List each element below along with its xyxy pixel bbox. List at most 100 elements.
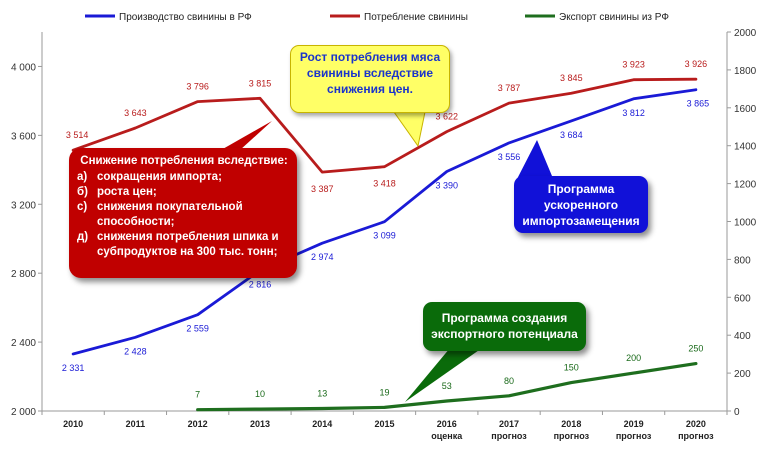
- series-line: [71, 88, 698, 356]
- x-tick-label: 2011: [126, 419, 146, 429]
- x-tick-sublabel: прогноз: [616, 431, 652, 441]
- data-label: 3 787: [498, 83, 521, 93]
- y-right-tick-label: 600: [734, 293, 751, 304]
- data-label: 2 974: [311, 252, 334, 262]
- callout-line: Рост потребления мяса: [299, 50, 441, 64]
- chart-legend: Производство свинины в РФ Потребление сви…: [85, 11, 669, 23]
- list-item: д) снижения потребления шпика и субпродук…: [77, 230, 291, 260]
- y-right-tick-label: 400: [734, 331, 751, 342]
- green-callout-pointer: [405, 348, 482, 402]
- x-tick-label: 2012: [188, 419, 208, 429]
- y-left-tick-label: 4 000: [11, 62, 36, 73]
- y-left-tick-label: 2 400: [11, 338, 36, 349]
- y-right-tick-label: 200: [734, 369, 751, 380]
- x-tick-label: 2010: [63, 419, 83, 429]
- data-label: 19: [379, 387, 389, 397]
- y-left-tick-label: 2 800: [11, 269, 36, 280]
- data-label: 3 622: [436, 112, 459, 122]
- data-label: 80: [504, 376, 514, 386]
- import-substitution-callout: Программа ускоренного импортозамещения: [514, 176, 648, 233]
- legend-label: Производство свинины в РФ: [119, 12, 252, 23]
- list-text: роста цен;: [97, 186, 157, 198]
- data-label: 2 559: [186, 324, 209, 334]
- callout-line: свинины вследствие: [306, 66, 434, 80]
- callout-line: экспортного потенциала: [431, 327, 578, 341]
- series-line: [71, 77, 698, 174]
- x-tick-label: 2017: [499, 419, 519, 429]
- x-tick-label: 2013: [250, 419, 270, 429]
- data-label: 2 331: [62, 363, 85, 373]
- data-label: 3 923: [622, 60, 645, 70]
- list-marker: а): [77, 171, 88, 183]
- data-label: 13: [317, 389, 327, 399]
- blue-callout-pointer: [516, 140, 552, 181]
- y-right-tick-label: 2000: [734, 28, 757, 39]
- data-label: 10: [255, 389, 265, 399]
- y-right-tick-label: 1600: [734, 104, 757, 115]
- data-label: 3 643: [124, 108, 147, 118]
- list-item: с) снижения покупательной способности;: [77, 200, 291, 230]
- data-label: 150: [564, 363, 579, 373]
- y-right-tick-label: 1200: [734, 180, 757, 191]
- data-label: 250: [688, 344, 703, 354]
- x-tick-label: 2020: [686, 419, 706, 429]
- x-tick-label: 2014: [312, 419, 332, 429]
- export-program-callout: Программа создания экспортного потенциал…: [423, 302, 586, 351]
- data-label: 53: [442, 381, 452, 391]
- data-label: 3 865: [687, 99, 710, 109]
- callout-title: Снижение потребления вследствие:: [80, 155, 288, 167]
- data-label: 7: [195, 390, 200, 400]
- chart-axes: 2 000 2 400 2 800 3 200 3 600 4 000 0 200 400 600…: [11, 28, 757, 441]
- series-line: [196, 362, 698, 412]
- callout-reasons-list: а) сокращения импорта; б) роста цен; с) сни…: [77, 170, 291, 260]
- data-labels: 2 331 2 428 2 559 2 816 2 974 3 099 3 390 3 556…: [62, 59, 709, 399]
- list-marker: с): [77, 201, 88, 213]
- x-tick-label: 2018: [561, 419, 581, 429]
- list-marker: б): [77, 186, 88, 198]
- y-left-tick-label: 3 200: [11, 200, 36, 211]
- x-tick-label: 2016: [437, 419, 457, 429]
- data-label: 3 812: [622, 108, 645, 118]
- x-tick-sublabel: прогноз: [491, 431, 527, 441]
- x-tick-label: 2015: [374, 419, 394, 429]
- data-label: 3 556: [498, 152, 521, 162]
- list-item: а) сокращения импорта;: [77, 170, 291, 185]
- data-label: 3 418: [373, 179, 396, 189]
- list-item: б) роста цен;: [77, 185, 291, 200]
- list-text: снижения потребления шпика и субпродукто…: [97, 231, 279, 258]
- data-label: 3 796: [186, 82, 209, 92]
- y-right-tick-label: 1800: [734, 66, 757, 77]
- data-label: 3 684: [560, 130, 583, 140]
- series-lines: [71, 77, 698, 412]
- y-right-tick-label: 800: [734, 255, 751, 266]
- data-label: 3 390: [436, 181, 459, 191]
- data-label: 3 845: [560, 73, 583, 83]
- callout-line: импортозамещения: [522, 214, 640, 228]
- x-tick-sublabel: прогноз: [554, 431, 590, 441]
- data-label: 2 816: [249, 279, 272, 289]
- data-label: 3 514: [66, 130, 89, 140]
- callout-line: ускоренного: [543, 198, 619, 212]
- yellow-callout-pointer: [393, 111, 426, 148]
- data-label: 3 387: [311, 184, 334, 194]
- legend-label: Потребление свинины: [364, 11, 468, 23]
- y-right-tick-label: 1400: [734, 142, 757, 153]
- callout-line: Программа: [547, 182, 615, 196]
- callout-line: Программа создания: [441, 311, 568, 325]
- data-label: 3 815: [249, 78, 272, 88]
- x-tick-sublabel: оценка: [431, 431, 463, 441]
- list-text: сокращения импорта;: [97, 171, 222, 183]
- x-tick-sublabel: прогноз: [678, 431, 714, 441]
- consumption-decline-callout: Снижение потребления вследствие: а) сокра…: [69, 148, 297, 278]
- callout-line: снижения цен.: [327, 82, 413, 96]
- y-right-tick-label: 1000: [734, 218, 757, 229]
- legend-label: Экспорт свинины из РФ: [559, 12, 669, 23]
- y-right-tick-label: 0: [734, 407, 740, 418]
- data-label: 3 926: [685, 59, 708, 69]
- data-label: 200: [626, 353, 641, 363]
- x-tick-label: 2019: [624, 419, 644, 429]
- consumption-growth-callout: Рост потребления мяса свинины вследствие…: [290, 45, 450, 113]
- data-label: 2 428: [124, 346, 147, 356]
- list-marker: д): [77, 231, 89, 243]
